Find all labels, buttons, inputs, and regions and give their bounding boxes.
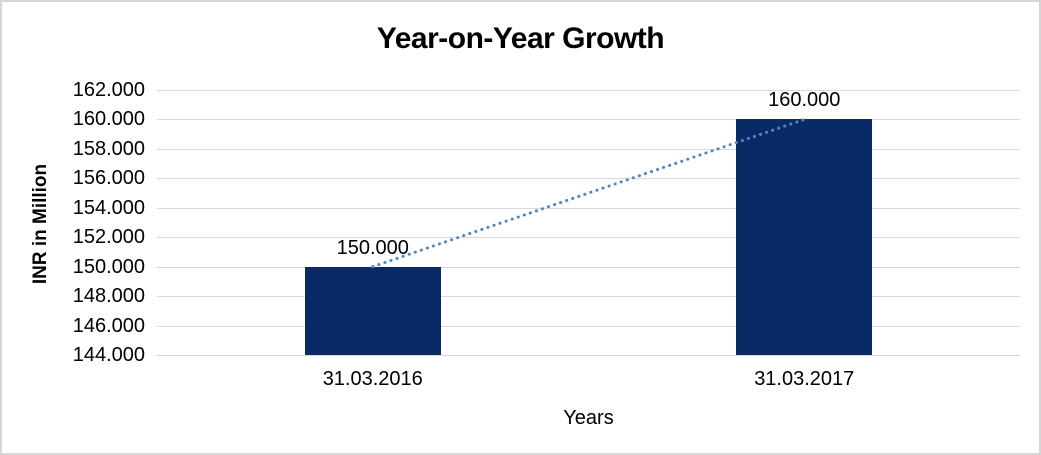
x-axis-title: Years — [563, 407, 614, 429]
gridline — [157, 178, 1020, 180]
gridline — [157, 296, 1020, 298]
gridline — [157, 325, 1020, 327]
x-tick-label: 31.03.2017 — [754, 368, 855, 390]
y-tick-label: 160.000 — [72, 108, 145, 131]
y-tick-label: 146.000 — [72, 314, 145, 337]
y-tick-label: 156.000 — [72, 167, 145, 190]
y-tick-label: 154.000 — [72, 196, 145, 219]
y-tick-label: 148.000 — [72, 285, 145, 308]
y-tick-label: 162.000 — [72, 79, 145, 101]
chart-title: Year-on-Year Growth — [376, 22, 665, 55]
gridline — [157, 90, 1020, 91]
bar-value-label: 150.000 — [336, 236, 409, 259]
gridline — [157, 119, 1020, 121]
gridline — [157, 355, 1020, 356]
y-tick-label: 144.000 — [72, 344, 145, 366]
gridline — [157, 207, 1020, 209]
y-tick-label: 152.000 — [72, 226, 145, 249]
bar-31.03.2017 — [736, 119, 873, 355]
bar-value-label: 160.000 — [768, 89, 841, 112]
bar-31.03.2016 — [304, 266, 441, 355]
y-tick-label: 150.000 — [72, 255, 145, 278]
y-tick-label: 158.000 — [72, 137, 145, 160]
gridline — [157, 148, 1020, 150]
gridline — [157, 237, 1020, 239]
x-tick-label: 31.03.2016 — [322, 368, 423, 390]
gridline — [157, 266, 1020, 268]
